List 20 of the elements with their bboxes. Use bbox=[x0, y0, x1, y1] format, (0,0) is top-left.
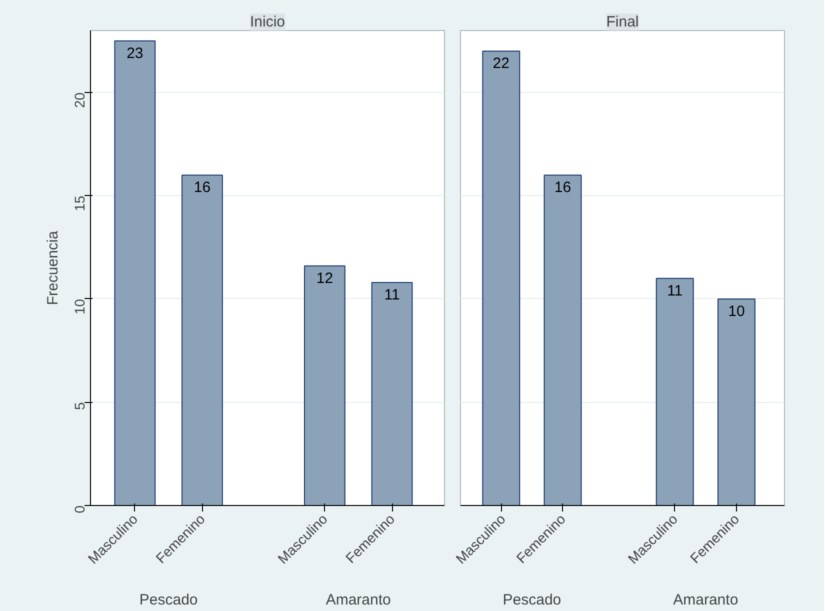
data-label: 10 bbox=[728, 302, 745, 320]
text: Pescado bbox=[139, 592, 198, 608]
y-axis-title: Frecuencia bbox=[44, 230, 62, 306]
text: Amaranto bbox=[326, 592, 391, 608]
data-label: 12 bbox=[316, 270, 334, 287]
data-label: 11 bbox=[667, 282, 683, 300]
y-tick-label: 5 bbox=[72, 402, 88, 410]
data-label: 16 bbox=[194, 179, 211, 196]
data-label: 11 bbox=[384, 286, 400, 304]
data-label: 16 bbox=[554, 179, 572, 196]
y-tick-label: 20 bbox=[72, 92, 88, 108]
chart-title: Inicio bbox=[250, 14, 286, 30]
data-label: 22 bbox=[492, 55, 510, 72]
chart-title: Final bbox=[606, 14, 639, 30]
y-tick-label: 0 bbox=[72, 505, 88, 514]
text: Amaranto bbox=[673, 592, 738, 608]
y-tick-label: 15 bbox=[72, 196, 88, 212]
data-label: 23 bbox=[126, 44, 144, 62]
text: Pescado bbox=[502, 592, 562, 608]
y-tick-label: 10 bbox=[72, 298, 88, 315]
